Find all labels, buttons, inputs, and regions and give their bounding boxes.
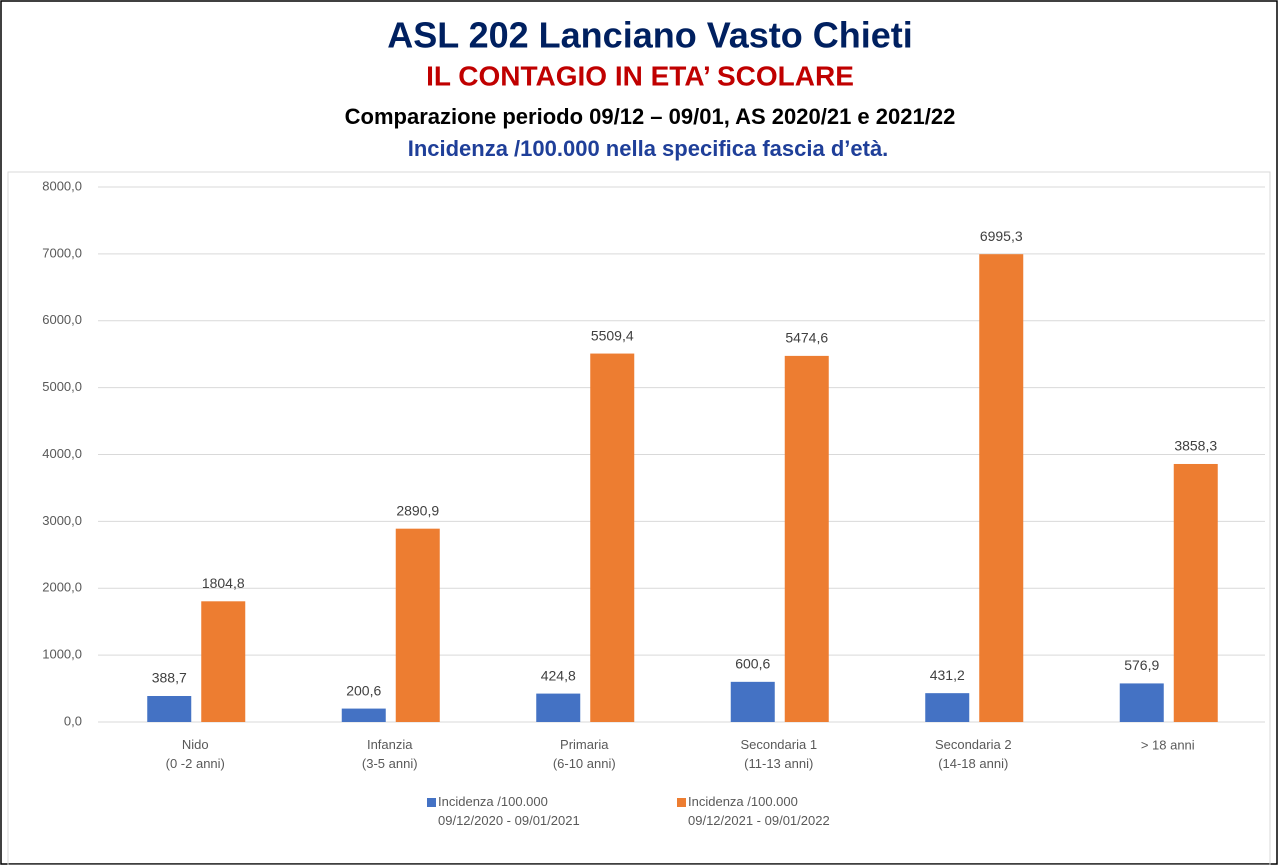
bar xyxy=(925,693,970,722)
value-label: 5509,4 xyxy=(591,327,634,343)
x-tick-label: Secondaria 2 (14-18 anni) xyxy=(935,737,1012,771)
x-tick-label: Primaria (6-10 anni) xyxy=(553,737,616,771)
chart-title: ASL 202 Lanciano Vasto Chieti xyxy=(387,15,913,56)
y-tick-label: 0,0 xyxy=(64,713,82,728)
x-tick-label: Nido (0 -2 anni) xyxy=(166,737,225,771)
value-label: 431,2 xyxy=(930,667,965,683)
chart-subtitle: Incidenza /100.000 nella specifica fasci… xyxy=(408,136,889,161)
value-label: 200,6 xyxy=(346,682,381,698)
x-tick-label: Secondaria 1 (11-13 anni) xyxy=(740,737,817,771)
plot-frame xyxy=(7,171,1271,865)
value-label: 2890,9 xyxy=(396,502,439,518)
bar xyxy=(590,353,635,722)
y-tick-label: 2000,0 xyxy=(42,580,82,595)
x-tick-label: Infanzia (3-5 anni) xyxy=(362,737,418,771)
bar xyxy=(201,601,246,722)
value-label: 388,7 xyxy=(152,670,187,686)
value-label: 6995,3 xyxy=(980,228,1023,244)
legend-label: Incidenza /100.000 09/12/2021 - 09/01/202… xyxy=(688,794,830,828)
value-label: 5474,6 xyxy=(785,330,828,346)
bar xyxy=(395,528,440,722)
value-label: 1804,8 xyxy=(202,575,245,591)
bar xyxy=(147,696,192,722)
bar xyxy=(341,708,386,722)
legend-label: Incidenza /100.000 09/12/2020 - 09/01/202… xyxy=(438,794,580,828)
bar xyxy=(536,693,581,722)
value-label: 3858,3 xyxy=(1174,438,1217,454)
value-label: 576,9 xyxy=(1124,657,1159,673)
y-tick-label: 6000,0 xyxy=(42,312,82,327)
chart-subtitle: IL CONTAGIO IN ETA’ SCOLARE xyxy=(426,60,854,91)
bar xyxy=(979,254,1024,722)
y-tick-label: 5000,0 xyxy=(42,379,82,394)
bar xyxy=(784,355,829,722)
value-label: 424,8 xyxy=(541,667,576,683)
bar xyxy=(1173,463,1218,722)
legend-swatch xyxy=(427,798,436,807)
bar xyxy=(730,681,775,722)
y-tick-label: 4000,0 xyxy=(42,446,82,461)
y-tick-label: 8000,0 xyxy=(42,178,82,193)
y-tick-label: 1000,0 xyxy=(42,647,82,662)
y-tick-label: 3000,0 xyxy=(42,513,82,528)
legend-swatch xyxy=(677,798,686,807)
x-tick-label: > 18 anni xyxy=(1141,737,1195,752)
value-label: 600,6 xyxy=(735,656,770,672)
chart-subtitle: Comparazione periodo 09/12 – 09/01, AS 2… xyxy=(345,104,956,129)
bar xyxy=(1119,683,1164,722)
y-tick-label: 7000,0 xyxy=(42,245,82,260)
